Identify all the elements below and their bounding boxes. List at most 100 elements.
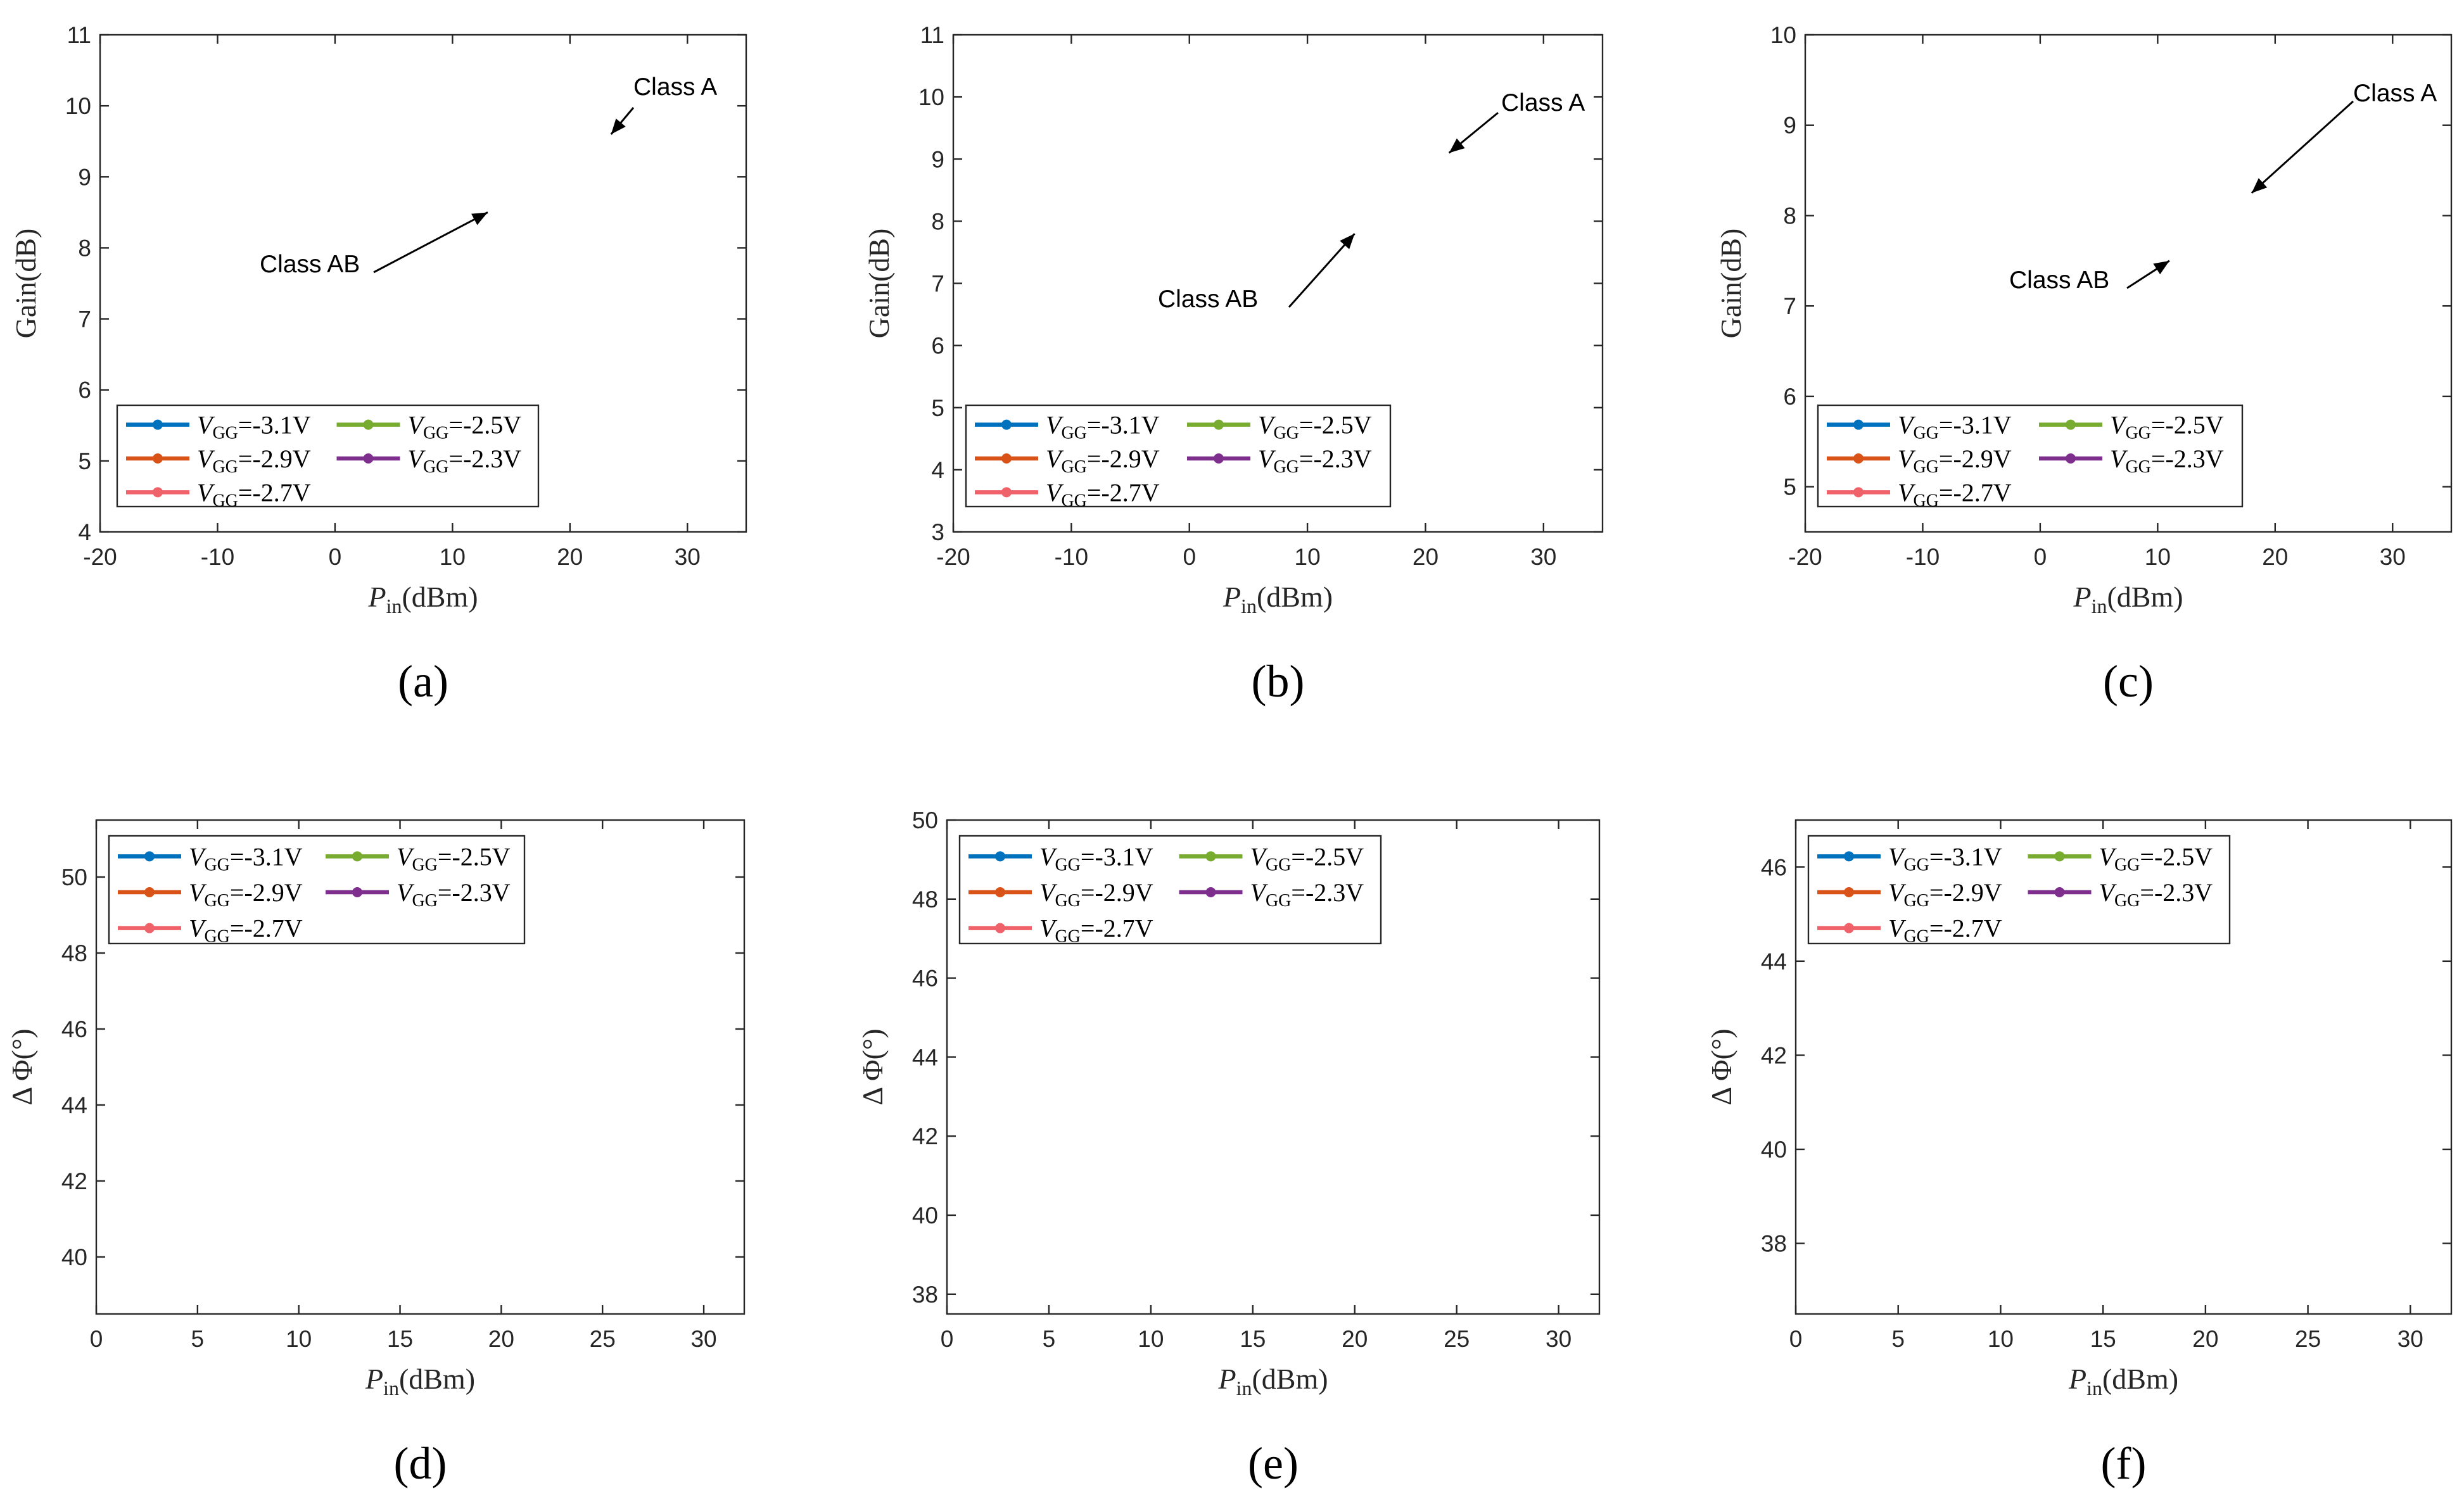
y-tick-label: 10: [918, 84, 944, 110]
legend: VGG=-3.1VVGG=-2.9VVGG=-2.7VVGG=-2.5VVGG=…: [1807, 835, 2231, 947]
legend-label: VGG=-3.1V: [197, 411, 311, 443]
y-tick-label: 6: [78, 377, 91, 403]
x-tick-label: 0: [2034, 544, 2047, 570]
legend-label: VGG=-2.9V: [197, 445, 311, 477]
annotation: Class A: [2251, 80, 2437, 194]
legend-label: VGG=-2.3V: [1258, 445, 1372, 477]
y-tick-label: 46: [1761, 854, 1787, 880]
legend-item: VGG=-2.5V: [336, 411, 521, 443]
legend-swatch-marker: [153, 419, 163, 430]
y-tick-label: 4: [931, 457, 944, 483]
legend-swatch-marker: [1844, 923, 1854, 933]
legend-item: VGG=-3.1V: [975, 411, 1160, 443]
legend-swatch-marker: [1844, 887, 1854, 897]
y-tick-label: 6: [931, 333, 944, 359]
annotation: Class AB: [2009, 260, 2170, 294]
y-tick-label: 11: [920, 22, 944, 48]
x-tick-label: 15: [387, 1326, 413, 1352]
x-tick-label: 25: [1444, 1326, 1470, 1352]
y-tick-label: 8: [78, 235, 91, 261]
legend-label: VGG=-2.9V: [1898, 445, 2012, 477]
y-tick-label: 48: [61, 940, 87, 966]
y-tick-label: 5: [1783, 474, 1796, 500]
x-tick-label: 5: [1043, 1326, 1056, 1352]
legend-label: VGG=-2.5V: [397, 842, 511, 874]
y-tick-label: 44: [1761, 949, 1787, 975]
legend-box: [965, 404, 1392, 508]
legend-swatch-marker: [153, 453, 163, 464]
legend-box: [108, 835, 526, 945]
x-tick-label: 10: [2145, 544, 2171, 570]
y-tick-label: 7: [1783, 293, 1796, 319]
legend-swatch-marker: [1001, 419, 1012, 430]
legend-item: VGG=-2.3V: [2039, 445, 2224, 477]
y-tick-label: 44: [912, 1044, 938, 1070]
legend-item: VGG=-2.5V: [1179, 842, 1364, 874]
x-tick-label: 30: [1546, 1326, 1572, 1352]
annotation-label: Class A: [1501, 89, 1585, 117]
annotation: Class AB: [1158, 233, 1356, 313]
annotation-arrow-head: [1449, 138, 1465, 153]
x-tick-label: 20: [557, 544, 583, 570]
legend-item: VGG=-3.1V: [126, 411, 311, 443]
annotation-label: Class AB: [2009, 267, 2109, 294]
legend-item: VGG=-2.5V: [326, 842, 511, 874]
legend-label: VGG=-2.7V: [1898, 478, 2012, 510]
legend-swatch-marker: [1205, 851, 1216, 862]
y-tick-label: 8: [1783, 203, 1796, 229]
legend-item: VGG=-3.1V: [118, 842, 303, 874]
legend-label: VGG=-2.5V: [2110, 411, 2224, 443]
legend-label: VGG=-2.3V: [397, 878, 511, 911]
x-axis-label: Pin(dBm): [1222, 581, 1333, 617]
legend-item: VGG=-3.1V: [1827, 411, 2012, 443]
annotation-arrow-head: [471, 212, 488, 225]
legend-label: VGG=-3.1V: [1039, 842, 1153, 874]
legend-label: VGG=-2.9V: [1888, 878, 2002, 911]
legend-label: VGG=-3.1V: [1888, 842, 2002, 874]
legend-swatch-marker: [995, 851, 1005, 862]
legend-item: VGG=-2.3V: [326, 878, 511, 911]
y-tick-label: 40: [1761, 1137, 1787, 1163]
legend-label: VGG=-3.1V: [189, 842, 303, 874]
legend-item: VGG=-2.7V: [126, 478, 311, 510]
y-axis-label: Gain(dB): [1715, 229, 1747, 339]
x-tick-label: 15: [2090, 1326, 2116, 1352]
x-tick-label: 20: [1413, 544, 1438, 570]
y-tick-label: 9: [78, 164, 91, 190]
legend-item: VGG=-2.3V: [2028, 878, 2213, 911]
panel-c: -20 -10 0 10 20 30 5 6 7 8 9 10 Pin(dBm) Gain(dB) (c) V…: [1715, 22, 2453, 707]
panel-e: 0 5 10 15 20 25 30 38 40 42 44 46 48 50 Pin(dBm) Δ Φ(°)…: [856, 807, 1601, 1489]
y-tick-label: 11: [67, 22, 91, 48]
legend-item: VGG=-2.7V: [968, 914, 1153, 947]
annotation-arrow-line: [373, 212, 488, 274]
legend-swatch-marker: [352, 887, 362, 897]
legend-label: VGG=-2.3V: [408, 445, 522, 477]
legend: VGG=-3.1VVGG=-2.9VVGG=-2.7VVGG=-2.5VVGG=…: [958, 835, 1382, 947]
y-tick-label: 9: [931, 146, 944, 172]
panel-b: -20 -10 0 10 20 30 3 4 5 6 7 8 9 10 11 Pin(dBm) Gain(dB)…: [863, 22, 1604, 707]
y-axis-label: Δ Φ(°): [6, 1028, 38, 1105]
y-tick-label: 4: [78, 519, 91, 545]
y-axis-label: Gain(dB): [863, 229, 895, 339]
x-tick-label: 5: [191, 1326, 205, 1352]
panel-a: -20 -10 0 10 20 30 4 5 6 7 8 9 10 11 Pin(dBm) Gain(dB) (…: [10, 22, 747, 707]
legend-swatch-marker: [1214, 453, 1224, 464]
y-tick-label: 44: [61, 1092, 87, 1118]
annotation-label: Class AB: [260, 251, 360, 278]
x-tick-label: 25: [590, 1326, 616, 1352]
y-axis-label: Δ Φ(°): [1705, 1028, 1737, 1105]
x-tick-label: -10: [1906, 544, 1940, 570]
legend-swatch-marker: [2054, 887, 2065, 897]
x-axis-label: Pin(dBm): [367, 581, 478, 617]
x-tick-label: -20: [83, 544, 117, 570]
legend-label: VGG=-2.7V: [1046, 478, 1160, 510]
x-tick-label: 10: [440, 544, 466, 570]
y-axis-label: Gain(dB): [10, 229, 42, 339]
x-tick-label: 10: [1138, 1326, 1164, 1352]
legend-item: VGG=-3.1V: [968, 842, 1153, 874]
annotation-label: Class AB: [1158, 286, 1258, 313]
panel-label: (a): [398, 656, 448, 707]
legend-swatch-marker: [144, 887, 155, 897]
